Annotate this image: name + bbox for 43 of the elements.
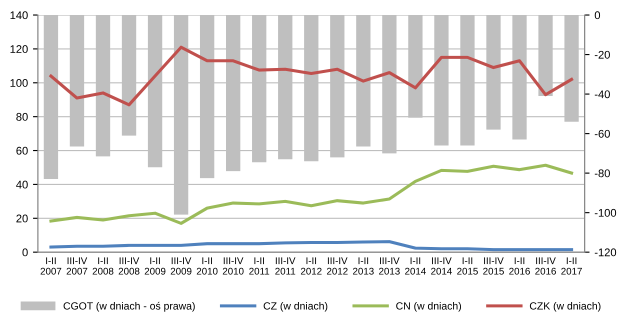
x-tick-label: I-II 2013 [353, 257, 374, 275]
y-tick-label: 40 [16, 180, 28, 189]
x-tick-label: I-II 2010 [196, 257, 218, 275]
line-series [49, 164, 574, 225]
y2-tick-label: -100 [594, 208, 616, 217]
line-series [49, 240, 574, 252]
y-tick-label: 0 [22, 248, 28, 256]
y2-tick-label: -120 [594, 248, 616, 256]
y-tick-label: 80 [16, 112, 28, 121]
y-tick-label: 20 [16, 214, 28, 222]
x-tick-label: I-II 2008 [92, 257, 114, 275]
x-tick-label: III-IV 2007 [66, 257, 88, 275]
x-tick-label: I-II 2015 [457, 257, 478, 275]
x-tick-label: III-IV 2015 [483, 257, 504, 275]
x-tick-label: III-IV 2010 [222, 257, 244, 275]
y2-tick-label: -40 [594, 90, 610, 98]
x-tick-label: I-II 2017 [561, 257, 582, 275]
y2-tick-label: -20 [594, 50, 610, 59]
y2-tick-label: -80 [594, 169, 610, 178]
y2-tick-label: 0 [594, 11, 600, 20]
x-tick-label: I-II 2016 [509, 257, 530, 275]
legend-label: CGOT (w dniach - oś prawa) [64, 302, 195, 312]
x-tick-label: III-IV 2011 [275, 257, 296, 275]
y-tick-label: 120 [10, 45, 28, 54]
line-series [49, 46, 574, 106]
y-tick-label: 60 [16, 146, 28, 155]
x-tick-label: I-II 2011 [249, 257, 270, 275]
x-tick-label: I-II 2009 [144, 257, 166, 275]
legend-label: CZK (w dniach) [530, 302, 600, 312]
legend-label: CN (w dniach) [396, 302, 462, 312]
legend-label: CZ (w dniach) [264, 302, 328, 312]
x-tick-label: I-II 2007 [40, 257, 62, 275]
y-tick-label: 100 [10, 79, 28, 87]
x-tick-label: III-IV 2008 [118, 257, 140, 275]
x-tick-label: I-II 2014 [405, 257, 426, 275]
x-tick-label: III-IV 2013 [379, 257, 400, 275]
y-tick-label: 140 [10, 11, 28, 20]
y2-tick-label: -60 [594, 130, 610, 138]
x-tick-label: III-IV 2012 [326, 257, 348, 275]
x-tick-label: III-IV 2009 [170, 257, 192, 275]
x-tick-label: I-II 2012 [300, 257, 322, 275]
x-tick-label: III-IV 2014 [431, 257, 452, 275]
x-tick-label: III-IV 2016 [535, 257, 556, 275]
